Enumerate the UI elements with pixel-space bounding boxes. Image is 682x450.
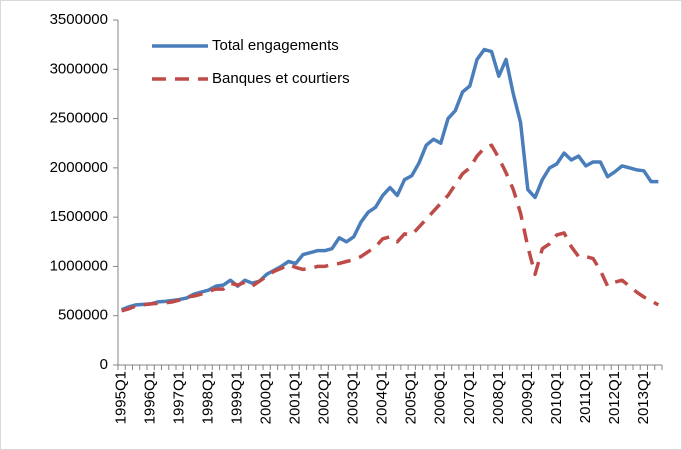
x-tick-label: 2003Q1 — [345, 371, 362, 424]
x-tick-label: 2011Q1 — [577, 371, 594, 423]
x-tick-label: 2012Q1 — [606, 371, 623, 424]
x-tick-label: 2004Q1 — [374, 371, 391, 424]
y-tick-label: 2000000 — [50, 159, 108, 176]
x-tick-label: 2009Q1 — [519, 371, 536, 424]
y-tick-label: 0 — [100, 356, 108, 373]
x-tick-label: 1995Q1 — [113, 371, 130, 424]
x-tick-label: 2006Q1 — [432, 371, 449, 424]
y-tick-label: 1500000 — [50, 208, 108, 225]
x-tick-label: 2000Q1 — [258, 371, 275, 424]
legend-label: Total engagements — [212, 37, 339, 54]
x-tick-label: 1998Q1 — [200, 371, 217, 424]
series-line — [121, 143, 660, 313]
y-tick-label: 2500000 — [50, 110, 108, 127]
y-tick-label: 3000000 — [50, 60, 108, 77]
x-tick-label: 2007Q1 — [461, 371, 478, 424]
x-tick-label: 2002Q1 — [316, 371, 333, 424]
x-tick-label: 1996Q1 — [142, 371, 159, 424]
y-tick-label: 3500000 — [50, 11, 108, 28]
x-tick-label: 2013Q1 — [635, 371, 652, 424]
legend-label: Banques et courtiers — [212, 70, 350, 87]
x-tick-label: 2005Q1 — [403, 371, 420, 424]
x-tick-label: 1999Q1 — [229, 371, 246, 424]
x-tick-label: 1997Q1 — [171, 371, 188, 424]
y-tick-label: 1000000 — [50, 257, 108, 274]
y-tick-label: 500000 — [58, 307, 108, 324]
x-tick-label: 2001Q1 — [287, 371, 304, 424]
x-tick-label: 2008Q1 — [490, 371, 507, 424]
x-tick-label: 2010Q1 — [548, 371, 565, 424]
